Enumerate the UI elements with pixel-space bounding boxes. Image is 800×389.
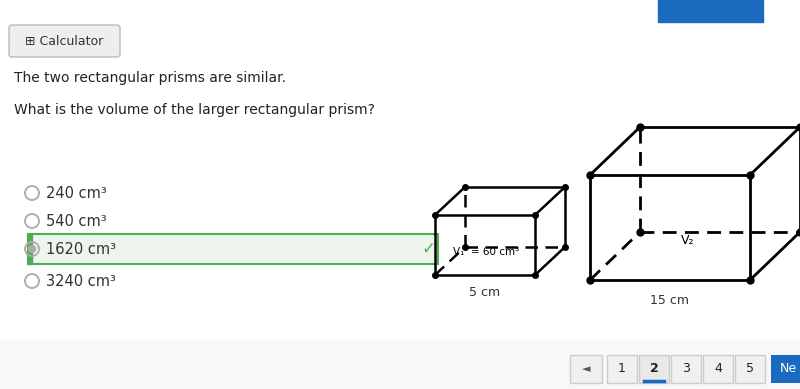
FancyBboxPatch shape — [671, 355, 701, 383]
Text: 15 cm: 15 cm — [650, 293, 690, 307]
FancyBboxPatch shape — [28, 234, 438, 264]
Text: 1620 cm³: 1620 cm³ — [46, 242, 116, 256]
Text: 5: 5 — [746, 363, 754, 375]
Text: V₂: V₂ — [682, 234, 694, 247]
Bar — [658, 0, 763, 22]
Bar — [28, 234, 31, 264]
Text: 540 cm³: 540 cm³ — [46, 214, 106, 228]
Text: 5 cm: 5 cm — [470, 287, 501, 300]
Text: 2: 2 — [650, 363, 658, 375]
Circle shape — [29, 245, 35, 252]
FancyBboxPatch shape — [735, 355, 765, 383]
FancyBboxPatch shape — [607, 355, 637, 383]
FancyBboxPatch shape — [703, 355, 733, 383]
Text: What is the volume of the larger rectangular prism?: What is the volume of the larger rectang… — [14, 103, 375, 117]
Text: 240 cm³: 240 cm³ — [46, 186, 106, 200]
Text: 1: 1 — [618, 363, 626, 375]
FancyBboxPatch shape — [570, 355, 602, 383]
Text: ◄: ◄ — [582, 364, 590, 374]
Text: 3240 cm³: 3240 cm³ — [46, 273, 116, 289]
Text: 3: 3 — [682, 363, 690, 375]
FancyBboxPatch shape — [771, 355, 800, 383]
Bar — [0, 340, 800, 389]
FancyBboxPatch shape — [639, 355, 669, 383]
FancyBboxPatch shape — [9, 25, 120, 57]
Text: 4: 4 — [714, 363, 722, 375]
Text: V₁  = 60 cm³: V₁ = 60 cm³ — [453, 247, 519, 257]
Text: ⊞ Calculator: ⊞ Calculator — [25, 35, 103, 47]
Text: ✓: ✓ — [421, 240, 435, 258]
Text: Ne: Ne — [780, 363, 797, 375]
Text: The two rectangular prisms are similar.: The two rectangular prisms are similar. — [14, 71, 286, 85]
